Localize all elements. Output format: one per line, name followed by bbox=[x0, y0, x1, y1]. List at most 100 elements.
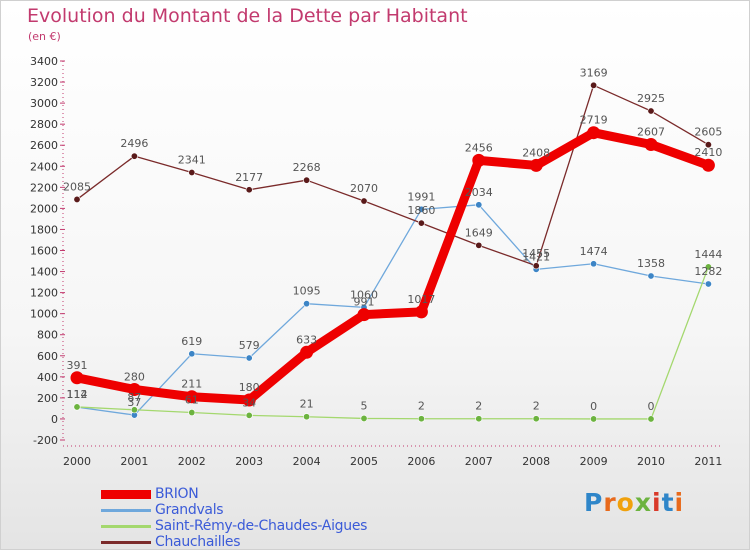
data-point bbox=[532, 262, 540, 270]
data-point bbox=[647, 107, 655, 115]
y-tick-label: 1400 bbox=[30, 266, 58, 279]
legend-item: Saint-Rémy-de-Chaudes-Aigues bbox=[101, 518, 367, 534]
data-point bbox=[130, 406, 138, 414]
data-point bbox=[647, 272, 655, 280]
data-label: 1474 bbox=[580, 245, 608, 258]
data-label: 2341 bbox=[178, 153, 206, 166]
data-label: 1017 bbox=[407, 293, 435, 306]
logo-letter: i bbox=[674, 488, 685, 517]
data-label: 2 bbox=[475, 400, 482, 413]
data-point bbox=[417, 205, 425, 213]
data-label: 0 bbox=[648, 400, 655, 413]
data-point bbox=[590, 260, 598, 268]
y-tick-label: 1800 bbox=[30, 223, 58, 236]
x-tick-label: 2000 bbox=[63, 455, 91, 468]
data-label: 61 bbox=[185, 394, 199, 407]
data-label: 2719 bbox=[580, 114, 608, 127]
data-point bbox=[130, 152, 138, 160]
data-point bbox=[357, 308, 371, 322]
series-line bbox=[72, 128, 713, 405]
x-tick-label: 2003 bbox=[235, 455, 263, 468]
data-point bbox=[417, 415, 425, 423]
data-label: 1060 bbox=[350, 288, 378, 301]
data-label: 280 bbox=[124, 370, 145, 383]
data-point bbox=[245, 354, 253, 362]
y-tick-label: 2200 bbox=[30, 181, 58, 194]
data-point bbox=[475, 415, 483, 423]
data-point bbox=[701, 158, 715, 172]
data-label: 180 bbox=[239, 381, 260, 394]
data-point bbox=[300, 345, 314, 359]
y-tick-label: 200 bbox=[37, 392, 58, 405]
data-point bbox=[587, 126, 601, 140]
data-point bbox=[127, 382, 141, 396]
data-point bbox=[185, 390, 199, 404]
data-label: 3169 bbox=[580, 66, 608, 79]
data-label: 391 bbox=[67, 359, 88, 372]
x-tick-label: 2006 bbox=[407, 455, 435, 468]
data-label: 0 bbox=[590, 400, 597, 413]
data-point bbox=[73, 403, 81, 411]
data-label: 1358 bbox=[637, 257, 665, 270]
data-point bbox=[529, 158, 543, 172]
chart-title: Evolution du Montant de la Dette par Hab… bbox=[27, 5, 468, 27]
data-label: 1282 bbox=[694, 265, 722, 278]
data-label: 37 bbox=[127, 396, 141, 409]
legend-label: Saint-Rémy-de-Chaudes-Aigues bbox=[155, 518, 368, 534]
y-tick-label: 1000 bbox=[30, 308, 58, 321]
y-tick-label: 1200 bbox=[30, 287, 58, 300]
data-label: 5 bbox=[361, 399, 368, 412]
legend-item: Chauchailles bbox=[101, 534, 367, 550]
y-tick-label: 1600 bbox=[30, 245, 58, 258]
logo-letter: P bbox=[584, 488, 604, 517]
logo-letter: r bbox=[603, 488, 617, 517]
data-point bbox=[417, 219, 425, 227]
data-point bbox=[70, 371, 84, 385]
x-tick-label: 2011 bbox=[694, 455, 722, 468]
data-point bbox=[647, 415, 655, 423]
chart-legend: BRION Grandvals Saint-Rémy-de-Chaudes-Aigu… bbox=[101, 486, 367, 550]
data-label: 1991 bbox=[407, 190, 435, 203]
data-label: 2605 bbox=[694, 126, 722, 139]
data-label: 2 bbox=[418, 400, 425, 413]
data-point bbox=[532, 415, 540, 423]
y-tick-label: -200 bbox=[33, 434, 58, 447]
y-tick-label: 2800 bbox=[30, 118, 58, 131]
legend-swatch bbox=[101, 540, 151, 544]
data-label: 1860 bbox=[407, 204, 435, 217]
y-tick-label: 0 bbox=[51, 413, 58, 426]
legend-item: Grandvals bbox=[101, 502, 367, 518]
data-point bbox=[475, 201, 483, 209]
data-label: 2070 bbox=[350, 182, 378, 195]
legend-label: Grandvals bbox=[155, 502, 224, 518]
data-label: 211 bbox=[181, 378, 202, 391]
x-tick-label: 2010 bbox=[637, 455, 665, 468]
legend-label: BRION bbox=[155, 486, 199, 502]
proxiti-logo: Proxiti bbox=[584, 488, 684, 517]
data-label: 1649 bbox=[465, 226, 493, 239]
data-label: 991 bbox=[354, 296, 375, 309]
legend-swatch bbox=[101, 524, 151, 528]
data-point bbox=[188, 350, 196, 358]
y-tick-label: 3000 bbox=[30, 97, 58, 110]
data-label: 579 bbox=[239, 339, 260, 352]
y-tick-label: 2400 bbox=[30, 160, 58, 173]
x-tick-label: 2004 bbox=[293, 455, 321, 468]
data-label: 114 bbox=[67, 388, 88, 401]
legend-swatch bbox=[101, 489, 151, 499]
data-point bbox=[188, 409, 196, 417]
y-tick-label: 600 bbox=[37, 350, 58, 363]
data-point bbox=[360, 197, 368, 205]
data-label: 112 bbox=[67, 388, 88, 401]
series-line bbox=[76, 204, 710, 416]
chart-subtitle: (en €) bbox=[28, 30, 61, 43]
legend-label: Chauchailles bbox=[155, 534, 241, 550]
data-label: 2496 bbox=[120, 137, 148, 150]
data-point bbox=[472, 153, 486, 167]
legend-swatch bbox=[101, 508, 151, 512]
data-label: 87 bbox=[127, 391, 141, 404]
x-tick-label: 2001 bbox=[120, 455, 148, 468]
y-tick-label: 2600 bbox=[30, 139, 58, 152]
series-line bbox=[76, 84, 710, 267]
